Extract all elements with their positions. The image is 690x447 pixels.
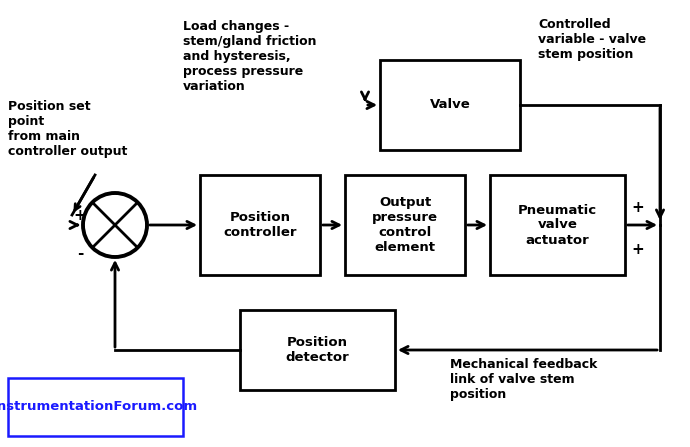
Text: +: + [631, 242, 644, 257]
Bar [200, 175, 320, 275]
Text: Mechanical feedback
link of valve stem
position: Mechanical feedback link of valve stem p… [450, 358, 598, 401]
Text: +: + [631, 200, 644, 215]
Text: +: + [74, 208, 86, 223]
Bar [380, 60, 520, 150]
Text: Position set
point
from main
controller output: Position set point from main controller … [8, 100, 128, 158]
Bar [345, 175, 465, 275]
Text: InstrumentationForum.com: InstrumentationForum.com [0, 401, 198, 413]
Bar [8, 378, 183, 436]
Text: Position
detector: Position detector [286, 336, 349, 364]
Text: Load changes -
stem/gland friction
and hysteresis,
process pressure
variation: Load changes - stem/gland friction and h… [183, 20, 317, 93]
Text: Controlled
variable - valve
stem position: Controlled variable - valve stem positio… [538, 18, 646, 61]
Ellipse shape [83, 193, 147, 257]
Bar [240, 310, 395, 390]
Text: Valve: Valve [430, 98, 471, 111]
Text: Position
controller: Position controller [224, 211, 297, 239]
Text: -: - [77, 246, 83, 261]
Text: Pneumatic
valve
actuator: Pneumatic valve actuator [518, 203, 597, 246]
Text: Output
pressure
control
element: Output pressure control element [372, 196, 438, 254]
Bar [490, 175, 625, 275]
